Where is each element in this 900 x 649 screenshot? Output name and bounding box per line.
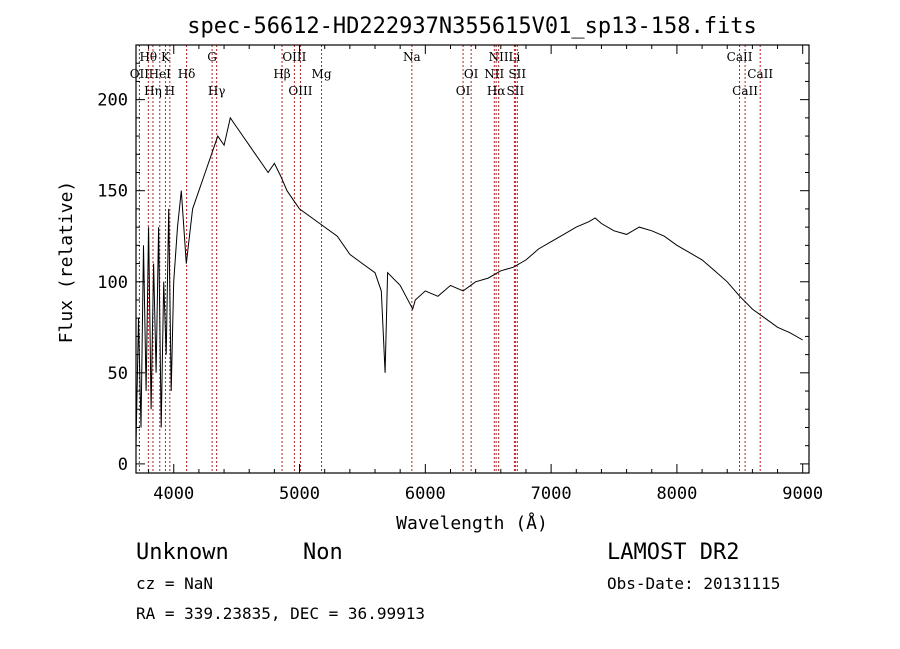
y-tick-label: 50 <box>108 364 128 384</box>
redshift-cz: cz = NaN <box>136 574 213 593</box>
survey-name: LAMOST DR2 <box>607 540 739 565</box>
line-marker-label: CaII <box>732 84 758 98</box>
object-class: Unknown <box>136 540 229 565</box>
x-tick-label: 6000 <box>405 484 446 504</box>
line-marker-label: Li <box>508 50 520 64</box>
line-marker-label: NII <box>484 67 504 81</box>
ra-dec: RA = 339.23835, DEC = 36.99913 <box>136 604 425 623</box>
line-marker-label-layer: OIIHθHeIHηKHHδGHγOIIIHβOIIIMgNaOIOINIINI… <box>130 50 774 98</box>
y-tick-labels: 0 50 100 150 200 <box>97 91 128 475</box>
line-marker-label: SII <box>508 67 526 81</box>
x-tick-label: 5000 <box>279 484 320 504</box>
y-axis-label: Flux (relative) <box>56 181 77 344</box>
axis-ticks <box>136 45 809 473</box>
x-axis-label: Wavelength (Å) <box>396 512 548 534</box>
y-tick-label: 0 <box>118 455 128 475</box>
y-tick-label: 200 <box>97 91 128 111</box>
x-tick-label: 7000 <box>531 484 572 504</box>
line-marker-label: H <box>165 84 175 98</box>
line-marker-label: Hβ <box>273 67 290 81</box>
obs-date: Obs-Date: 20131115 <box>607 574 780 593</box>
line-marker-label: OII <box>130 67 150 81</box>
line-marker-layer <box>138 45 761 473</box>
line-marker-label: Hη <box>144 84 162 98</box>
x-tick-labels: 4000 5000 6000 7000 8000 9000 <box>153 484 823 504</box>
line-marker-label: HeI <box>149 67 172 81</box>
line-marker-label: K <box>161 50 171 64</box>
line-marker-label: OI <box>464 67 479 81</box>
line-marker-label: Hγ <box>208 84 226 98</box>
x-tick-label: 8000 <box>656 484 697 504</box>
chart-title: spec-56612-HD222937N355615V01_sp13-158.f… <box>187 14 757 39</box>
line-marker-label: OIII <box>288 84 312 98</box>
line-marker-label: NII <box>489 50 509 64</box>
x-tick-label: 9000 <box>782 484 823 504</box>
line-marker-label: OI <box>456 84 471 98</box>
line-marker-label: Hθ <box>139 50 157 64</box>
x-tick-label: 4000 <box>153 484 194 504</box>
object-subclass: Non <box>303 540 343 565</box>
y-tick-label: 100 <box>97 273 128 293</box>
line-marker-label: OIII <box>282 50 306 64</box>
spectrum-series-line <box>135 116 803 446</box>
line-marker-label: Na <box>403 50 421 64</box>
line-marker-label: Hα <box>487 84 506 98</box>
line-marker-label: Hδ <box>178 67 196 81</box>
line-marker-label: SII <box>507 84 525 98</box>
line-marker-label: Mg <box>312 67 332 81</box>
line-marker-label: G <box>207 50 217 64</box>
line-marker-label: CaII <box>747 67 773 81</box>
plot-frame <box>135 44 810 474</box>
line-marker-label: CaII <box>727 50 753 64</box>
y-tick-label: 150 <box>97 182 128 202</box>
